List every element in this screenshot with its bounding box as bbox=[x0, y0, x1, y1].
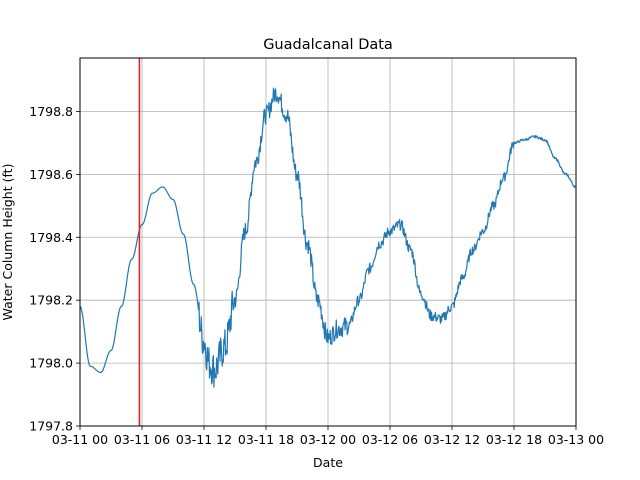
y-tick-label: 1798.4 bbox=[29, 230, 73, 245]
x-tick-label: 03-11 00 bbox=[52, 432, 108, 447]
x-tick-label: 03-12 06 bbox=[362, 432, 418, 447]
chart-title: Guadalcanal Data bbox=[263, 37, 393, 53]
grid bbox=[79, 58, 577, 427]
y-tick-label: 1798.8 bbox=[29, 104, 73, 119]
series-layer bbox=[79, 87, 577, 388]
y-tick-label: 1798.6 bbox=[29, 167, 73, 182]
x-tick-label: 03-12 00 bbox=[300, 432, 356, 447]
y-tick-label: 1798.0 bbox=[29, 356, 73, 371]
y-axis: 1797.8 1798.0 1798.2 1798.4 1798.6 1798.8 bbox=[29, 104, 80, 434]
x-axis: 03-11 00 03-11 06 03-11 12 03-11 18 03-12 00… bbox=[52, 426, 604, 447]
y-tick-label: 1798.2 bbox=[29, 293, 73, 308]
x-tick-label: 03-11 12 bbox=[176, 432, 232, 447]
x-tick-label: 03-11 06 bbox=[114, 432, 170, 447]
x-tick-label: 03-13 00 bbox=[548, 432, 604, 447]
series-line bbox=[79, 87, 577, 388]
x-tick-label: 03-11 18 bbox=[238, 432, 294, 447]
x-tick-label: 03-12 18 bbox=[486, 432, 542, 447]
y-axis-label: Water Column Height (ft) bbox=[0, 164, 15, 321]
x-tick-label: 03-12 12 bbox=[424, 432, 480, 447]
y-tick-label: 1797.8 bbox=[29, 419, 73, 434]
x-axis-label: Date bbox=[313, 455, 343, 470]
